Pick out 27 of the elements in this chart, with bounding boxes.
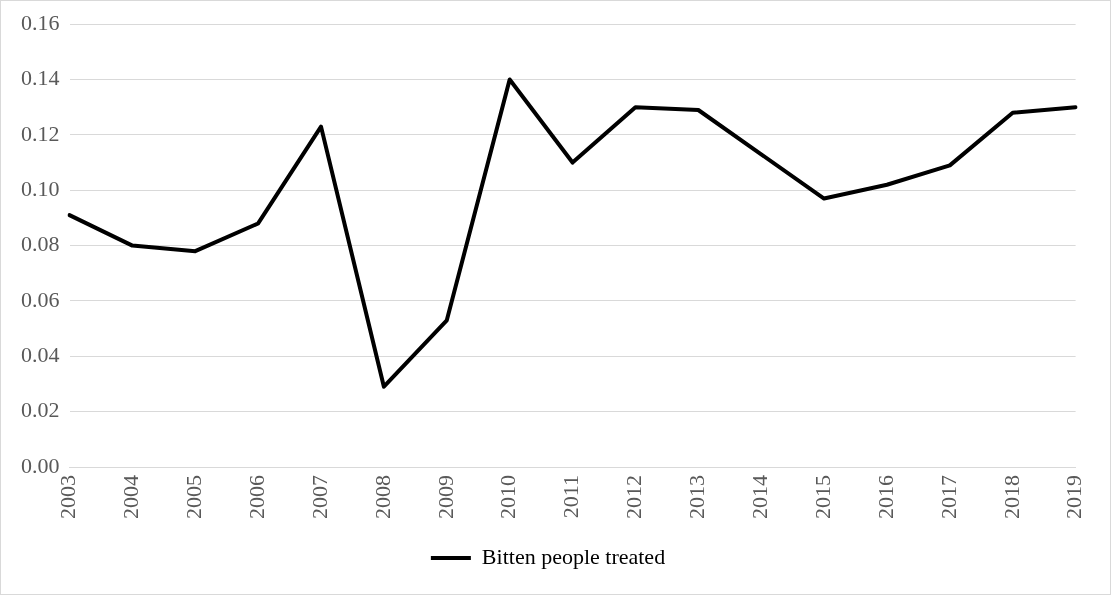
x-tick-label: 2017 bbox=[935, 475, 961, 519]
x-tick-label: 2011 bbox=[558, 475, 584, 519]
x-tick-label: 2019 bbox=[1061, 475, 1087, 519]
x-tick-label: 2013 bbox=[684, 475, 710, 519]
x-tick-label: 2007 bbox=[306, 475, 332, 519]
y-tick-label: 0.10 bbox=[21, 176, 60, 202]
x-tick-label: 2010 bbox=[495, 475, 521, 519]
y-tick-label: 0.08 bbox=[21, 231, 60, 257]
y-tick-label: 0.12 bbox=[21, 120, 60, 146]
y-tick-label: 0.14 bbox=[21, 65, 60, 91]
y-tick-label: 0.04 bbox=[21, 342, 60, 368]
x-tick-label: 2015 bbox=[809, 475, 835, 519]
x-tick-label: 2014 bbox=[746, 475, 772, 519]
x-tick-label: 2018 bbox=[998, 475, 1024, 519]
y-tick-label: 0.16 bbox=[21, 9, 60, 35]
legend-label: Bitten people treated bbox=[481, 543, 666, 569]
x-tick-label: 2005 bbox=[181, 475, 207, 519]
y-tick-label: 0.06 bbox=[21, 286, 60, 312]
x-tick-label: 2012 bbox=[621, 475, 647, 519]
x-tick-label: 2003 bbox=[55, 475, 81, 519]
x-tick-label: 2009 bbox=[432, 475, 458, 519]
x-tick-label: 2008 bbox=[369, 475, 395, 519]
x-tick-label: 2004 bbox=[118, 475, 144, 519]
x-tick-label: 2006 bbox=[243, 475, 269, 519]
y-tick-label: 0.02 bbox=[21, 397, 60, 423]
x-tick-label: 2016 bbox=[872, 475, 898, 519]
y-tick-label: 0.00 bbox=[21, 452, 60, 478]
